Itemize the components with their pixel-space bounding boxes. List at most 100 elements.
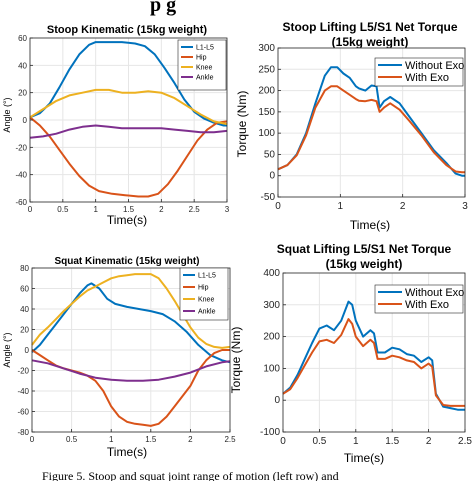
x-tick-label: 1 [93,205,98,214]
legend-label: With Exo [405,299,449,311]
series-line-with-exo [282,318,465,407]
stoop-torque-subtitle: (15kg weight) [332,35,409,49]
series-line-knee [29,88,228,126]
y-tick-label: -80 [17,428,29,437]
series-line-knee [31,273,231,349]
legend-box [177,39,227,91]
y-tick-label: 150 [258,107,275,118]
x-tick-label: 0 [275,201,281,212]
squat-kinematic-chart: Squat Kinematic (15kg weight) Angle (°) … [2,256,236,459]
squat-kinematic-title: Squat Kinematic (15kg weight) [54,256,199,267]
legend-label: Ankle [198,309,216,316]
y-tick-label: 200 [258,86,275,97]
y-tick-label: 0 [269,171,275,182]
x-tick-label: 0 [280,436,286,447]
y-tick-label: -40 [17,387,29,396]
y-tick-label: 100 [263,363,280,374]
y-tick-label: 300 [258,43,275,54]
series-line-ankle [29,124,228,139]
x-tick-label: 2.5 [458,436,472,447]
stoop-kinematic-chart: Stoop Kinematic (15kg weight) Angle (°) … [2,24,230,227]
x-tick-label: 2.5 [224,435,236,444]
x-tick-label: 0.5 [66,435,78,444]
x-tick-label: 2.5 [189,205,201,214]
series-line-with-exo [277,85,465,174]
legend-label: With Exo [405,72,449,84]
y-tick-label: 300 [263,300,280,311]
x-tick-label: 0 [30,435,35,444]
y-tick-label: 400 [263,268,280,279]
stoop-torque-xlabel: Time(s) [350,218,390,232]
stoop-kinematic-ylabel: Angle (°) [2,97,12,132]
y-tick-label: 0 [274,395,280,406]
y-tick-label: -60 [17,408,29,417]
figure-caption: Figure 5. Stoop and squat joint range of… [42,469,339,481]
y-tick-label: -100 [260,427,280,438]
x-tick-label: 2 [188,435,193,444]
legend-label: L1-L5 [198,273,216,280]
y-tick-label: 0 [23,116,28,125]
series-line-hip [31,349,230,427]
legend-label: Without Exo [405,287,464,299]
legend-label: Hip [196,55,207,62]
legend-label: Hip [198,285,209,292]
stoop-torque-chart: Stoop Lifting L5/S1 Net Torque (15kg wei… [235,20,468,232]
squat-kinematic-ylabel: Angle (°) [2,332,12,367]
y-tick-label: -20 [17,367,29,376]
series-line-without-exo [277,66,465,177]
y-tick-label: 20 [18,89,27,98]
squat-torque-subtitle: (15kg weight) [326,257,403,271]
x-tick-label: 1.5 [385,436,399,447]
x-tick-label: 2 [426,436,432,447]
plot-area-frame [282,272,466,433]
y-tick-label: 0 [25,346,30,355]
x-tick-label: 0.5 [312,436,326,447]
legend-label: Without Exo [405,60,464,72]
squat-torque-title: Squat Lifting L5/S1 Net Torque [277,242,452,256]
y-tick-label: -60 [15,198,27,207]
y-tick-label: 100 [258,128,275,139]
series-line-l1-l5 [31,282,231,364]
y-tick-label: 250 [258,64,275,75]
legend-box [374,284,464,314]
y-tick-label: -50 [261,192,276,203]
series-line-ankle [31,359,231,382]
y-tick-label: 50 [264,149,276,160]
x-tick-label: 1.5 [145,435,157,444]
x-tick-label: 3 [225,205,230,214]
x-tick-label: 3 [462,201,468,212]
y-tick-label: 20 [20,326,29,335]
plot-area-frame [277,47,466,198]
squat-torque-chart: Squat Lifting L5/S1 Net Torque (15kg wei… [229,242,472,465]
legend-box [374,57,464,87]
y-tick-label: 200 [263,332,280,343]
squat-torque-ylabel: Torque (Nm) [229,327,243,394]
y-tick-label: 40 [18,61,27,70]
x-tick-label: 0.5 [57,205,69,214]
y-tick-label: 60 [18,34,27,43]
series-line-l1-l5 [29,41,227,127]
x-tick-label: 2 [400,201,406,212]
y-tick-label: 60 [20,285,29,294]
legend-label: Knee [198,297,214,304]
x-tick-label: 1.5 [123,205,135,214]
x-tick-label: 1 [338,201,344,212]
y-tick-label: -20 [15,143,27,152]
series-line-hip [29,116,228,198]
stoop-kinematic-title: Stoop Kinematic (15kg weight) [47,24,207,36]
y-tick-label: -40 [15,171,27,180]
stoop-kinematic-xlabel: Time(s) [107,213,147,227]
stoop-torque-title: Stoop Lifting L5/S1 Net Torque [282,20,457,34]
x-tick-label: 1 [109,435,114,444]
x-tick-label: 1 [353,436,359,447]
stoop-torque-ylabel: Torque (Nm) [235,91,249,158]
legend-label: Ankle [196,75,214,82]
x-tick-label: 0 [28,205,33,214]
legend-label: L1-L5 [196,45,214,52]
y-tick-label: 40 [20,305,29,314]
legend-label: Knee [196,65,212,72]
x-tick-label: 2 [159,205,164,214]
y-tick-label: 80 [20,264,29,273]
squat-kinematic-xlabel: Time(s) [107,445,147,459]
